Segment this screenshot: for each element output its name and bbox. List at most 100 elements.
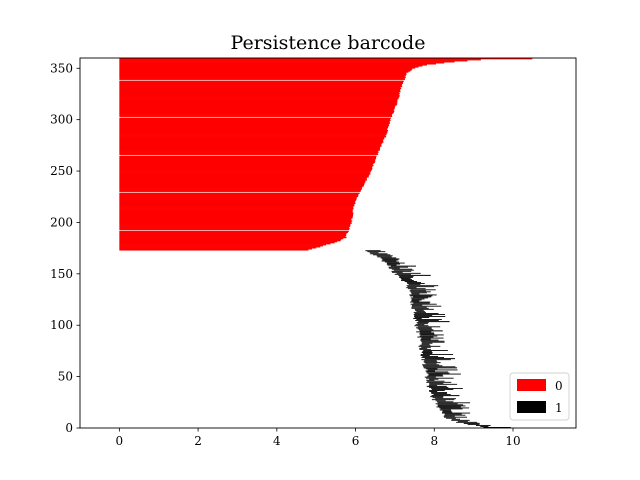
barcode-bar-dim0	[119, 145, 382, 147]
barcode-bar-dim0	[119, 185, 364, 187]
barcode-bar-dim0	[119, 215, 353, 217]
x-tick-label: 8	[430, 434, 438, 448]
barcode-bar-dim0	[119, 76, 406, 78]
barcode-bar-dim0	[119, 130, 388, 133]
barcode-bar-dim0	[119, 64, 427, 66]
barcode-bar-dim0	[119, 170, 372, 172]
barcode-bar-dim0	[119, 156, 377, 159]
legend-swatch-dim0	[517, 379, 546, 391]
barcode-bar-dim0	[119, 240, 338, 243]
legend-label-dim1: 1	[555, 401, 563, 415]
barcode-bar-dim0	[119, 73, 407, 75]
barcode-bar-dim0	[119, 199, 356, 202]
barcode-bar-dim0	[119, 140, 384, 142]
barcode-bar-dim0	[119, 178, 367, 180]
barcode-bar-dim0	[119, 195, 359, 198]
barcode-bar-dim0	[119, 67, 416, 69]
barcode-bar-dim0	[119, 85, 403, 88]
barcode-bar-dim0	[119, 69, 412, 71]
barcode-bar-dim0	[119, 118, 391, 121]
barcode-bar-dim0	[119, 133, 387, 135]
y-tick-label: 250	[50, 164, 73, 178]
barcode-bar-dim0	[119, 142, 383, 144]
y-tick-label: 150	[50, 267, 73, 281]
barcode-bar-dim0	[119, 162, 374, 165]
y-tick-label: 300	[50, 113, 73, 127]
barcode-bar-dim0	[119, 201, 356, 204]
barcode-bar-dim0	[119, 204, 355, 207]
barcode-bar-dim0	[119, 126, 389, 129]
barcode-bar-dim0	[119, 105, 396, 107]
barcode-bar-dim0	[119, 182, 365, 184]
barcode-bar-dim0	[119, 139, 384, 141]
barcode-bar-dim0	[119, 66, 419, 68]
barcode-bar-dim0	[119, 103, 398, 105]
barcode-bar-dim0	[119, 146, 381, 148]
barcode-bar-dim0	[119, 77, 405, 79]
barcode-bar-dim0	[119, 235, 346, 238]
barcode-bar-dim0	[119, 65, 423, 67]
barcode-bar-dim0	[119, 209, 353, 211]
barcode-bar-dim0	[119, 189, 361, 191]
barcode-bar-dim0	[119, 70, 411, 72]
barcode-bar-dim0	[119, 132, 388, 134]
barcode-bar-dim0	[119, 196, 357, 199]
barcode-bar-dim0	[119, 108, 395, 110]
y-axis: 0 50 100 150 200 250 300 350	[50, 61, 80, 435]
barcode-bar-dim0	[119, 129, 389, 132]
barcode-bar-dim0	[119, 125, 389, 128]
legend: 0 1	[509, 372, 570, 421]
barcode-bar-dim0	[119, 217, 353, 219]
barcode-bar-dim0	[119, 127, 388, 130]
barcode-bar-dim0	[119, 89, 401, 92]
barcode-bar-dim0	[119, 247, 317, 249]
barcode-bar-dim0	[119, 224, 351, 226]
barcode-bar-dim0	[119, 149, 380, 151]
barcode-bar-dim0	[119, 137, 385, 139]
x-tick-label: 10	[505, 434, 520, 448]
barcode-bar-dim0	[119, 166, 373, 169]
barcode-bar-dim0	[119, 174, 370, 176]
dimension-0-bars	[119, 58, 533, 251]
barcode-bar-dim0	[119, 123, 389, 126]
x-axis: 0 2 4 6 8 10	[116, 428, 521, 448]
barcode-bar-dim0	[119, 111, 394, 113]
barcode-bar-dim0	[119, 60, 468, 62]
barcode-bar-dim0	[119, 58, 533, 60]
barcode-bar-dim0	[119, 179, 368, 181]
dimension-1-bars	[365, 250, 511, 428]
barcode-bar-dim0	[119, 153, 379, 155]
barcode-bar-dim0	[119, 101, 398, 103]
barcode-bar-dim0	[119, 104, 397, 106]
barcode-bar-dim0	[119, 128, 388, 131]
y-tick-label: 50	[58, 370, 73, 384]
barcode-bar-dim0	[119, 216, 353, 218]
barcode-bar-dim0	[119, 241, 335, 244]
barcode-bar-dim0	[119, 211, 353, 213]
barcode-bar-dim0	[119, 210, 353, 212]
barcode-bar-dim0	[119, 249, 309, 251]
barcode-bar-dim0	[119, 190, 361, 192]
barcode-bar-dim0	[119, 107, 395, 109]
barcode-bar-dim0	[119, 155, 377, 158]
barcode-bar-dim0	[119, 134, 387, 136]
barcode-bar-dim0	[119, 124, 390, 127]
barcode-bar-dim0	[119, 234, 347, 237]
barcode-bar-dim0	[119, 226, 349, 228]
barcode-bar-dim0	[119, 147, 381, 149]
barcode-bar-dim0	[119, 152, 378, 154]
barcode-bar-dim0	[119, 231, 348, 234]
barcode-bar-dim0	[119, 74, 407, 76]
barcode-bar-dim0	[119, 158, 376, 161]
barcode-bar-dim0	[119, 68, 413, 70]
barcode-bar-dim0	[119, 228, 350, 230]
legend-swatch-dim1	[517, 401, 546, 413]
barcode-bar-dim0	[119, 82, 403, 85]
barcode-bar-dim0	[119, 192, 360, 195]
barcode-bar-dim0	[119, 59, 481, 61]
barcode-bar-dim0	[119, 180, 366, 182]
barcode-bar-dim0	[119, 237, 344, 240]
barcode-bar-dim0	[119, 122, 390, 125]
barcode-bar-dim0	[119, 159, 376, 162]
